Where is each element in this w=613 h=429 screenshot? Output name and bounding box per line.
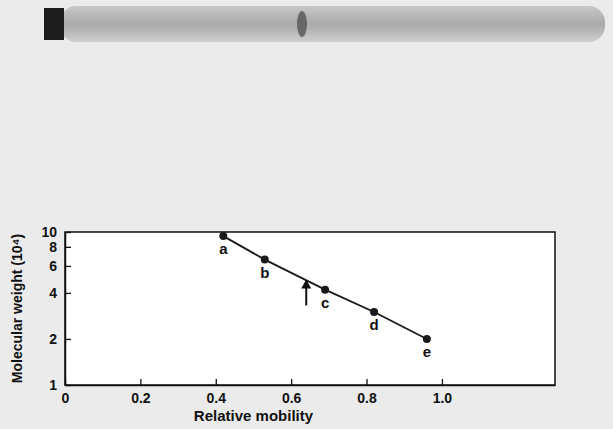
tick: 1.0 [433,379,453,406]
point-label: a [219,240,228,257]
tick-mark [366,379,367,385]
tick: 6 [49,258,71,274]
y-axis-title: Molecular weight (10⁴) [9,234,25,383]
data-point [321,286,329,294]
tick: 4 [49,285,71,301]
x-axis-title: Relative mobility [194,407,314,424]
point-label: e [423,343,431,360]
tick-mark [442,379,443,385]
data-point [219,232,227,240]
tick-label: 0.8 [357,390,377,406]
tick-mark [65,339,71,340]
tick-label: 0.4 [207,390,227,406]
gel-band [297,11,307,37]
tick-label: 0.6 [282,390,302,406]
tick: 0.4 [207,379,227,406]
tick-mark [65,247,71,248]
tick-mark [65,266,71,267]
data-point [261,256,269,264]
tick-mark [140,379,141,385]
chart: 0 0.2 0.4 0.6 0.8 1.0 1 2 4 6 810 a b c d e Relative mob… [0,0,613,429]
data-point [423,335,431,343]
fit-line [223,236,427,339]
plot-background [65,232,555,385]
tick-mark [216,379,217,385]
tick-mark [65,293,71,294]
point-labels: a b c d e [219,240,431,360]
tick-label: 4 [49,285,57,301]
x-axis: 0 0.2 0.4 0.6 0.8 1.0 [62,379,556,406]
tick: 0.2 [131,379,151,406]
tick-mark [291,379,292,385]
point-label: c [321,294,329,311]
gel-tube [60,6,605,42]
tick: 8 [49,239,71,255]
tick: 0.8 [357,379,377,406]
tick-label: 6 [49,258,57,274]
tick-label: 1 [49,377,57,393]
point-label: d [369,316,378,333]
tick-label: 1.0 [433,390,453,406]
tick: 0.6 [282,379,302,406]
tick-label: 2 [49,331,57,347]
plot-frame [65,232,555,385]
point-label: b [260,264,269,281]
arrow [301,279,311,305]
tick-label: 8 [49,239,57,255]
gel-image [44,6,605,42]
data-point [370,308,378,316]
gel-cap [44,8,64,40]
tick: 2 [49,331,71,347]
tick-label: 10 [41,224,57,240]
tick-label: 0 [62,390,70,406]
tick-label: 0.2 [131,390,151,406]
arrow-head [301,279,311,288]
plot: 0 0.2 0.4 0.6 0.8 1.0 1 2 4 6 810 a b c d e [41,224,555,406]
marks [219,232,431,343]
y-axis: 1 2 4 6 810 [41,224,71,393]
